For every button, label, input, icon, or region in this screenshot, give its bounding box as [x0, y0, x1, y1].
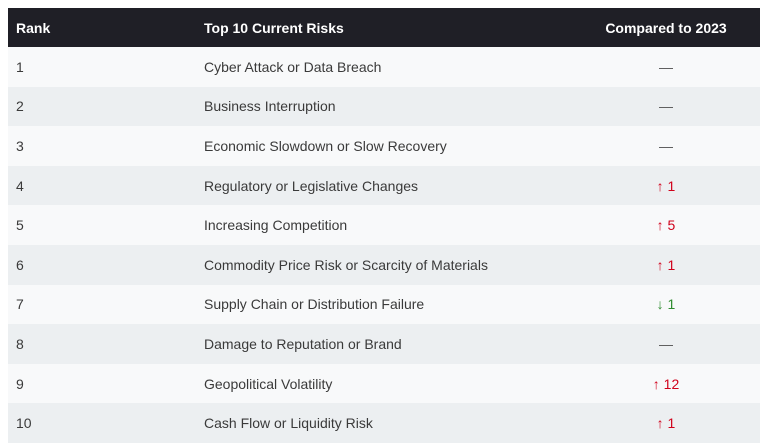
change-cell: ↑ 5 — [572, 205, 760, 245]
rank-cell: 1 — [8, 47, 196, 87]
header-row: Rank Top 10 Current Risks Compared to 20… — [8, 8, 760, 47]
change-cell: ↑ 12 — [572, 363, 760, 404]
rank-cell: 5 — [8, 205, 196, 245]
change-cell: — — [572, 126, 760, 166]
rank-cell: 2 — [8, 86, 196, 127]
table-row: 4 Regulatory or Legislative Changes ↑ 1 — [8, 165, 760, 206]
rank-cell: 8 — [8, 324, 196, 364]
risk-cell: Geopolitical Volatility — [196, 363, 572, 404]
risk-cell: Cash Flow or Liquidity Risk — [196, 403, 572, 443]
risk-cell: Damage to Reputation or Brand — [196, 324, 572, 364]
change-cell: ↓ 1 — [572, 284, 760, 325]
risk-cell: Regulatory or Legislative Changes — [196, 165, 572, 206]
table-row: 5 Increasing Competition ↑ 5 — [8, 205, 760, 245]
risk-cell: Cyber Attack or Data Breach — [196, 47, 572, 87]
risk-table: Rank Top 10 Current Risks Compared to 20… — [8, 8, 760, 443]
table-row: 3 Economic Slowdown or Slow Recovery — — [8, 126, 760, 166]
risk-cell: Increasing Competition — [196, 205, 572, 245]
change-cell: — — [572, 86, 760, 127]
rank-cell: 6 — [8, 244, 196, 285]
table-row: 2 Business Interruption — — [8, 86, 760, 127]
risk-cell: Business Interruption — [196, 86, 572, 127]
risk-cell: Commodity Price Risk or Scarcity of Mate… — [196, 244, 572, 285]
risk-cell: Economic Slowdown or Slow Recovery — [196, 126, 572, 166]
change-cell: ↑ 1 — [572, 403, 760, 443]
rank-cell: 4 — [8, 165, 196, 206]
table-row: 6 Commodity Price Risk or Scarcity of Mat… — [8, 244, 760, 285]
header-cell: Top 10 Current Risks — [196, 8, 572, 47]
rank-cell: 3 — [8, 126, 196, 166]
change-cell: — — [572, 324, 760, 364]
change-cell: ↑ 1 — [572, 244, 760, 285]
change-cell: — — [572, 47, 760, 87]
rank-cell: 10 — [8, 403, 196, 443]
table-row: 10 Cash Flow or Liquidity Risk ↑ 1 — [8, 403, 760, 443]
table-row: 8 Damage to Reputation or Brand — — [8, 324, 760, 364]
table-row: 9 Geopolitical Volatility ↑ 12 — [8, 363, 760, 404]
table-row: 7 Supply Chain or Distribution Failure ↓ 1 — [8, 284, 760, 325]
table-row: 1 Cyber Attack or Data Breach — — [8, 47, 760, 87]
risk-cell: Supply Chain or Distribution Failure — [196, 284, 572, 325]
header-cell: Rank — [8, 8, 196, 47]
table-body: 1 Cyber Attack or Data Breach —2 Business I… — [8, 47, 760, 443]
rank-cell: 7 — [8, 284, 196, 325]
change-cell: ↑ 1 — [572, 165, 760, 206]
header-cell: Compared to 2023 — [572, 8, 760, 47]
rank-cell: 9 — [8, 363, 196, 404]
